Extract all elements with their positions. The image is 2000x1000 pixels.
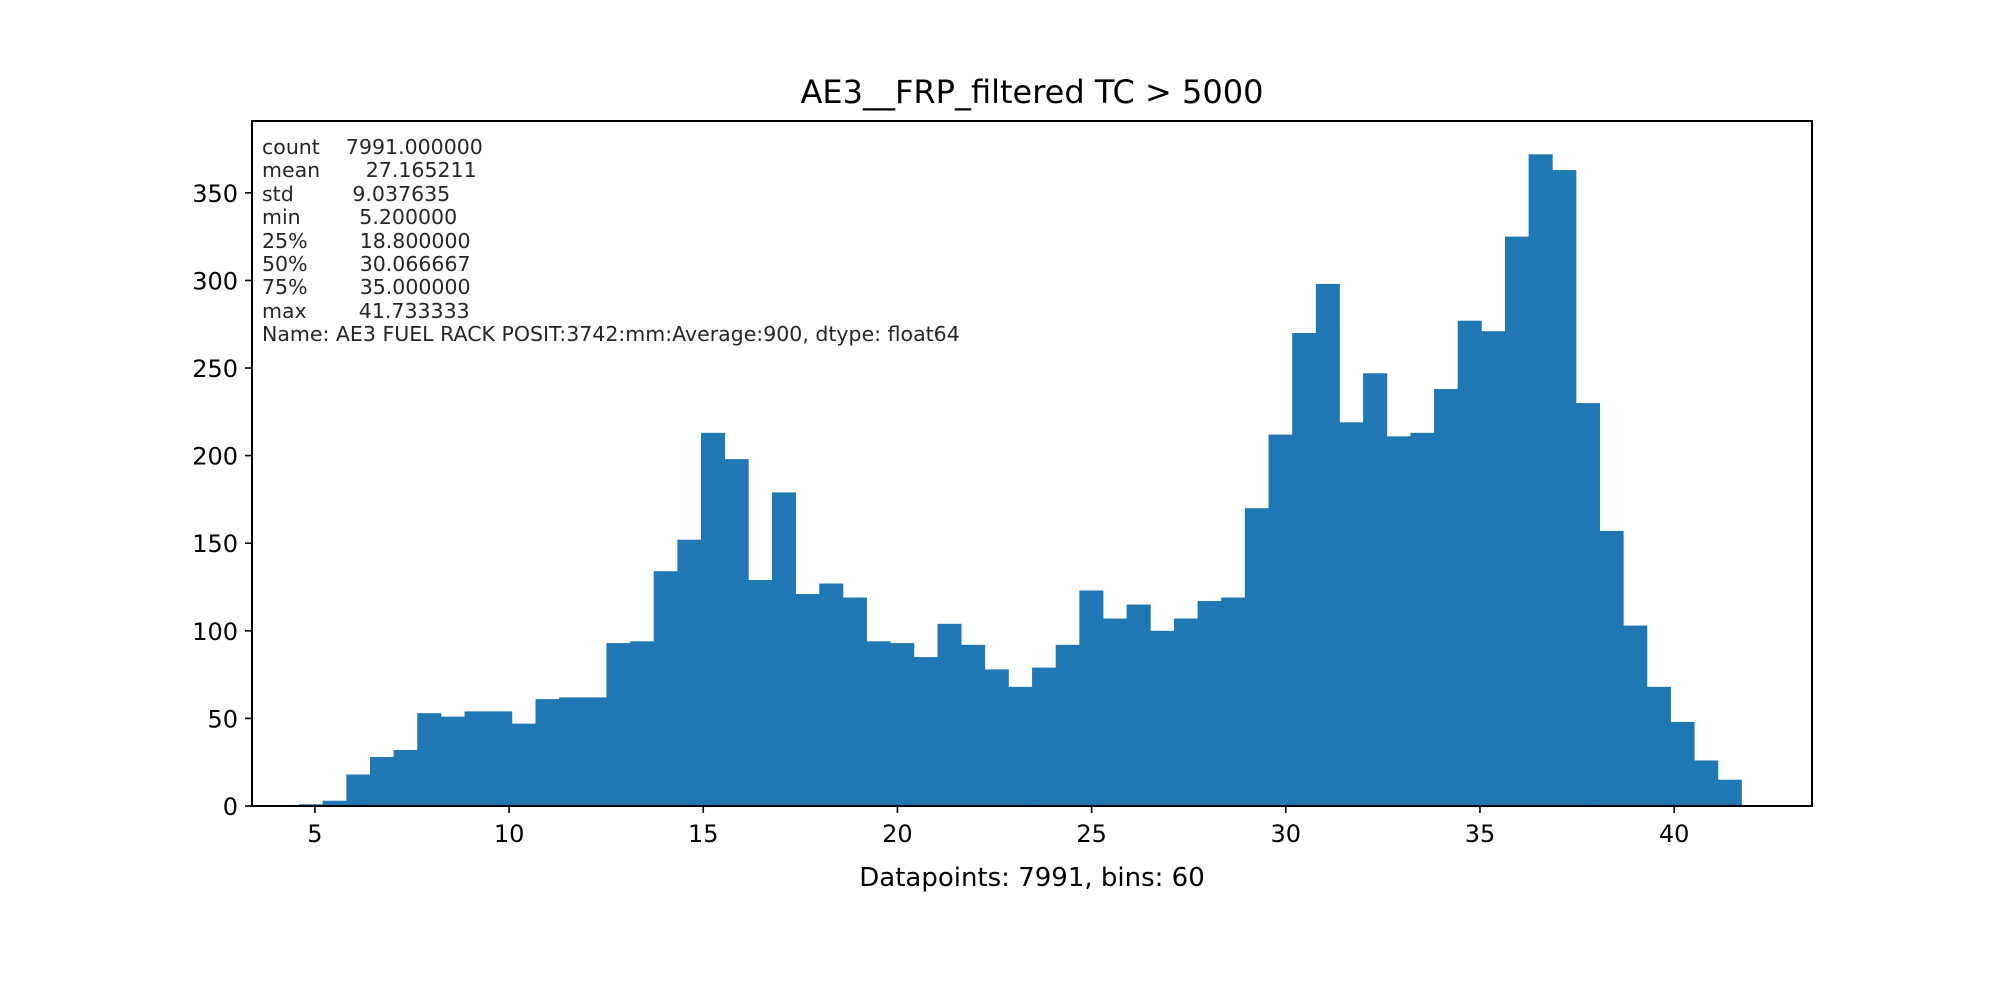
x-tick-label: 30 (1271, 820, 1302, 848)
x-tick-label: 20 (882, 820, 913, 848)
histogram-bar (346, 774, 371, 806)
x-tick-label: 5 (307, 820, 322, 848)
histogram-bar (322, 800, 347, 806)
stats-line: max 41.733333 (262, 298, 470, 323)
histogram-bar (677, 539, 702, 806)
histogram-bar (819, 583, 844, 806)
histogram-bar (1528, 154, 1553, 806)
summary-statistics-annotation: count 7991.000000 mean 27.165211 std 9.037… (262, 135, 960, 347)
histogram-bar (393, 749, 418, 806)
stats-line: 50% 30.066667 (262, 252, 471, 277)
y-axis: 0 50 100 150 200 250 300 350 (192, 180, 252, 821)
histogram-bar (653, 571, 678, 806)
histogram-bar (369, 756, 395, 806)
histogram-bar (961, 644, 986, 806)
histogram-bar (1292, 332, 1317, 806)
histogram-bar (890, 643, 915, 806)
histogram-bar (1244, 508, 1269, 806)
histogram-bar (771, 492, 797, 806)
y-tick-label: 200 (192, 443, 238, 471)
histogram-bar (488, 711, 513, 806)
stats-line: 25% 18.800000 (262, 228, 471, 253)
y-tick-label: 350 (192, 180, 238, 208)
histogram-bar (1126, 604, 1151, 806)
histogram-bar (866, 641, 891, 806)
x-tick-label: 25 (1076, 820, 1107, 848)
histogram-bar (559, 697, 584, 806)
histogram-bar (1434, 389, 1459, 806)
histogram-bar (440, 716, 465, 806)
histogram-bar (1173, 618, 1198, 806)
x-axis: 5 10 15 20 25 30 35 40 (307, 806, 1689, 848)
chart-title: AE3__FRP_filtered TC > 5000 (801, 73, 1264, 111)
histogram-bar (748, 580, 773, 806)
histogram-bar (913, 657, 938, 806)
histogram-bar (937, 623, 962, 806)
histogram-bar (1363, 373, 1388, 806)
histogram-bar (1055, 644, 1080, 806)
histogram-bar (1079, 590, 1104, 806)
histogram-bar (1339, 422, 1364, 806)
stats-line: 75% 35.000000 (262, 275, 471, 300)
histogram-bar (1504, 236, 1530, 807)
x-tick-label: 10 (494, 820, 525, 848)
histogram-bar (582, 697, 607, 806)
x-tick-label: 15 (688, 820, 719, 848)
histogram-bar (1386, 436, 1411, 806)
bars-group (299, 154, 1742, 807)
y-tick-label: 0 (223, 793, 238, 821)
y-tick-label: 150 (192, 530, 238, 558)
histogram-bar (417, 713, 442, 806)
histogram-bar (984, 669, 1009, 806)
y-tick-label: 300 (192, 267, 238, 295)
histogram-bar (842, 597, 867, 806)
stats-line: mean 27.165211 (262, 158, 477, 183)
stats-line: count 7991.000000 (262, 135, 483, 159)
stats-line: min 5.200000 (262, 205, 458, 230)
histogram-bar (1315, 283, 1340, 807)
histogram-bar (1481, 331, 1506, 806)
histogram-bar (1221, 597, 1246, 806)
histogram-bar (1694, 760, 1719, 806)
histogram-bar (1646, 686, 1671, 806)
histogram-bar (511, 723, 536, 806)
x-tick-label: 40 (1659, 820, 1690, 848)
x-tick-label: 35 (1465, 820, 1496, 848)
stats-line: std 9.037635 (262, 181, 451, 206)
histogram-bar (1599, 530, 1624, 806)
histogram-bar (1717, 779, 1742, 806)
x-axis-label: Datapoints: 7991, bins: 60 (859, 863, 1205, 893)
histogram-bar (701, 432, 726, 806)
histogram-bar (724, 459, 749, 806)
histogram-bar (795, 594, 820, 806)
y-tick-label: 100 (192, 618, 238, 646)
histogram-bar (1410, 432, 1435, 806)
histogram-bar (1670, 721, 1695, 806)
stats-line: Name: AE3 FUEL RACK POSIT:3742:mm:Averag… (262, 322, 960, 347)
histogram-bar (1197, 601, 1222, 806)
histogram-bar (630, 641, 655, 806)
histogram-bar (464, 711, 489, 806)
histogram-bar (535, 699, 560, 806)
histogram-bar (1575, 403, 1600, 806)
histogram-bar (1032, 667, 1057, 806)
histogram-bar (1457, 320, 1482, 806)
histogram-bar (1008, 686, 1033, 806)
histogram-bar (1150, 630, 1175, 806)
histogram-bar (1103, 618, 1128, 806)
plot-area-frame (251, 120, 1813, 807)
histogram-bar (606, 643, 631, 806)
histogram-bar (1623, 625, 1648, 806)
histogram-bar (1552, 170, 1577, 806)
y-tick-label: 250 (192, 355, 238, 383)
histogram-bar (1268, 434, 1293, 806)
y-tick-label: 50 (207, 705, 238, 733)
